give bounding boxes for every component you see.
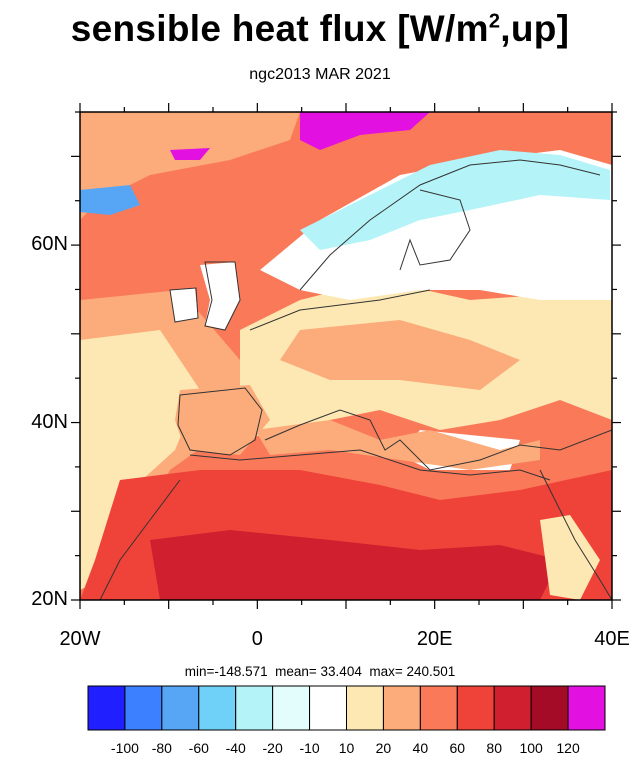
colorbar-label: -10 <box>299 740 320 756</box>
colorbar-swatch <box>456 685 495 731</box>
field-sahara-deep <box>150 530 560 600</box>
map-field <box>80 112 612 600</box>
colorbar-label: 60 <box>449 740 466 756</box>
stats-line: min=-148.571 mean= 33.404 max= 240.501 <box>184 664 456 679</box>
colorbar-label: 100 <box>519 740 543 756</box>
coastline-mediterranean-north <box>264 409 612 471</box>
coastline-ireland <box>169 287 199 323</box>
field-iceland <box>80 185 140 215</box>
colorbar-label: 120 <box>556 740 580 756</box>
coastline-north-africa <box>189 449 551 481</box>
field-central-europe <box>280 320 520 390</box>
colorbar-label: -100 <box>110 740 139 756</box>
colorbar-label: 80 <box>486 740 502 756</box>
field-ireland <box>170 288 198 322</box>
coastline-britain <box>204 261 241 331</box>
x-tick-label: 40E <box>594 628 630 650</box>
colorbar-label: 20 <box>375 740 392 756</box>
field-red-sea <box>540 515 600 600</box>
colorbar-swatch <box>235 685 274 731</box>
y-tick-label: 40N <box>31 410 68 433</box>
coastline-scandinavia <box>299 159 601 291</box>
coastline-red-sea <box>539 469 612 600</box>
colorbar-swatch <box>161 685 200 731</box>
colorbar-swatch <box>272 685 311 731</box>
colorbar-label: -80 <box>151 740 172 756</box>
colorbar-swatch <box>198 685 237 731</box>
colorbar-swatch <box>382 685 421 731</box>
y-tick-label: 60N <box>31 233 68 256</box>
coastline-iberia <box>177 387 263 456</box>
colorbar <box>87 685 606 731</box>
colorbar-swatch <box>419 685 458 731</box>
y-tick-label: 20N <box>31 588 68 610</box>
colorbar-swatch <box>124 685 163 731</box>
chart-subtitle: ngc2013 MAR 2021 <box>249 66 391 83</box>
field-mediterranean <box>255 420 540 470</box>
colorbar-label: 10 <box>338 740 355 756</box>
field-iberia <box>175 385 270 455</box>
colorbar-swatch <box>346 685 384 731</box>
x-tick-label: 20E <box>416 628 453 650</box>
coastline-north-sea <box>249 289 431 331</box>
field-arctic-hot-2 <box>170 148 210 160</box>
coastline-west-africa <box>99 479 181 600</box>
colorbar-swatch <box>530 685 569 731</box>
field-scandinavia-cold <box>300 150 610 250</box>
colorbar-label: 40 <box>412 740 429 756</box>
colorbar-swatch <box>309 685 348 731</box>
x-tick-label: 0 <box>251 628 263 650</box>
colorbar-swatch <box>493 685 532 731</box>
field-arctic-hot <box>300 112 430 150</box>
colorbar-label: -40 <box>225 740 246 756</box>
map-ticks <box>71 103 621 609</box>
x-tick-label: 20W <box>59 628 101 650</box>
colorbar-label: -60 <box>188 740 209 756</box>
field-britain <box>200 262 240 330</box>
field-north-atlantic <box>80 112 300 220</box>
chart-title: sensible heat flux [W/m2,up] <box>70 8 570 49</box>
coastline-baltic <box>399 189 471 271</box>
colorbar-swatch <box>567 685 606 731</box>
colorbar-label: -20 <box>262 740 283 756</box>
colorbar-swatch <box>87 685 126 731</box>
